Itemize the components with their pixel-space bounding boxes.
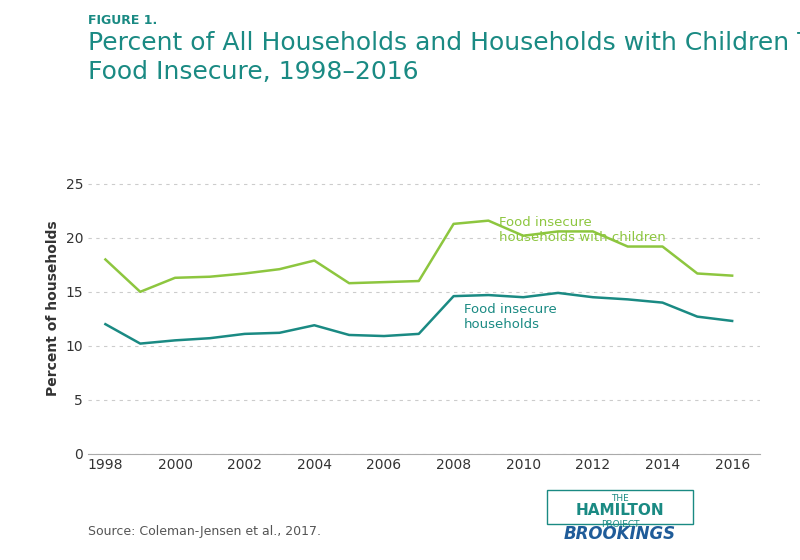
Text: Food insecure
households: Food insecure households <box>464 302 557 330</box>
Text: BROOKINGS: BROOKINGS <box>564 525 676 543</box>
Text: Food insecure
households with children: Food insecure households with children <box>499 216 666 244</box>
Text: FIGURE 1.: FIGURE 1. <box>88 14 158 27</box>
Text: HAMILTON: HAMILTON <box>576 503 664 518</box>
Text: THE: THE <box>611 494 629 503</box>
Text: PROJECT: PROJECT <box>601 520 639 529</box>
Text: Source: Coleman-Jensen et al., 2017.: Source: Coleman-Jensen et al., 2017. <box>88 525 321 538</box>
Y-axis label: Percent of households: Percent of households <box>46 220 60 396</box>
Text: Percent of All Households and Households with Children That Were
Food Insecure, : Percent of All Households and Households… <box>88 31 800 83</box>
